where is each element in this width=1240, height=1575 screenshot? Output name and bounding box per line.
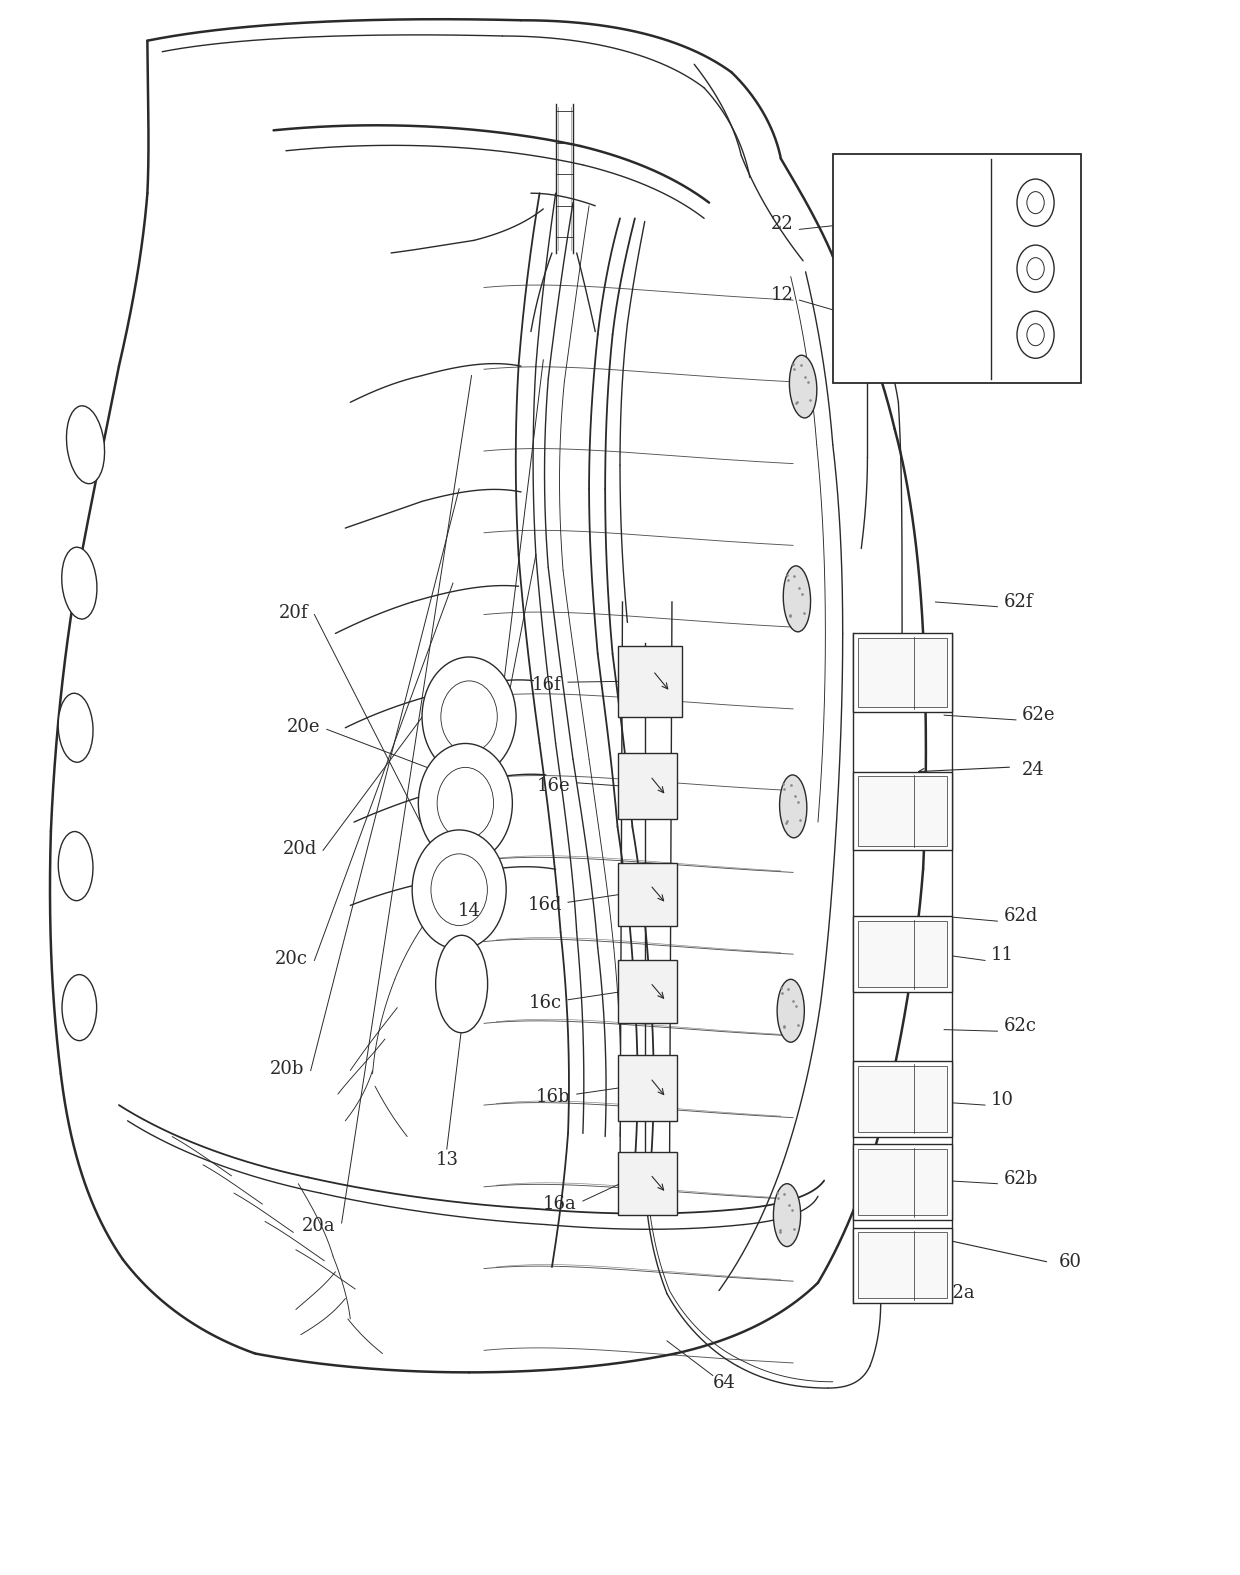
Ellipse shape bbox=[67, 406, 104, 484]
FancyBboxPatch shape bbox=[853, 633, 951, 712]
Ellipse shape bbox=[62, 547, 97, 619]
FancyBboxPatch shape bbox=[853, 1062, 951, 1137]
Text: 24: 24 bbox=[1022, 761, 1045, 780]
Text: 16b: 16b bbox=[536, 1088, 570, 1106]
FancyBboxPatch shape bbox=[618, 863, 677, 926]
Text: 62a: 62a bbox=[941, 1285, 976, 1303]
Text: 13: 13 bbox=[435, 1151, 459, 1169]
Circle shape bbox=[432, 854, 487, 926]
Circle shape bbox=[422, 657, 516, 776]
FancyBboxPatch shape bbox=[618, 1055, 677, 1121]
FancyBboxPatch shape bbox=[858, 1150, 946, 1216]
Circle shape bbox=[441, 680, 497, 753]
Text: 20a: 20a bbox=[301, 1217, 336, 1235]
Ellipse shape bbox=[774, 1184, 801, 1246]
Ellipse shape bbox=[62, 975, 97, 1041]
Circle shape bbox=[1017, 312, 1054, 358]
Text: 62b: 62b bbox=[1003, 1170, 1038, 1188]
Text: 20d: 20d bbox=[283, 839, 317, 857]
Text: 14: 14 bbox=[458, 902, 480, 920]
Text: 64: 64 bbox=[713, 1373, 735, 1392]
Ellipse shape bbox=[58, 832, 93, 901]
FancyBboxPatch shape bbox=[853, 1145, 951, 1221]
Circle shape bbox=[1017, 246, 1054, 293]
Circle shape bbox=[438, 767, 494, 839]
Text: 11: 11 bbox=[991, 947, 1014, 964]
Ellipse shape bbox=[58, 693, 93, 762]
FancyBboxPatch shape bbox=[858, 921, 946, 988]
Text: 12: 12 bbox=[770, 287, 794, 304]
FancyBboxPatch shape bbox=[858, 638, 946, 707]
FancyBboxPatch shape bbox=[858, 776, 946, 846]
Text: 16e: 16e bbox=[537, 776, 570, 795]
FancyBboxPatch shape bbox=[853, 772, 951, 851]
FancyBboxPatch shape bbox=[618, 961, 677, 1024]
FancyBboxPatch shape bbox=[853, 1228, 951, 1303]
Ellipse shape bbox=[790, 356, 817, 417]
Text: 60: 60 bbox=[1059, 1254, 1083, 1271]
FancyBboxPatch shape bbox=[833, 154, 1081, 383]
Ellipse shape bbox=[780, 775, 807, 838]
Circle shape bbox=[418, 743, 512, 863]
FancyBboxPatch shape bbox=[853, 917, 951, 992]
Circle shape bbox=[1027, 258, 1044, 280]
Text: 62e: 62e bbox=[1022, 706, 1055, 724]
Text: 16d: 16d bbox=[527, 896, 562, 914]
Text: 62d: 62d bbox=[1003, 907, 1038, 925]
FancyBboxPatch shape bbox=[618, 753, 677, 819]
Text: 62f: 62f bbox=[1003, 592, 1033, 611]
Text: 62c: 62c bbox=[1003, 1017, 1037, 1035]
Text: 16f: 16f bbox=[532, 676, 562, 695]
Text: 16a: 16a bbox=[543, 1195, 577, 1213]
Circle shape bbox=[1027, 192, 1044, 214]
FancyBboxPatch shape bbox=[618, 1153, 677, 1216]
Text: 20e: 20e bbox=[288, 718, 321, 737]
Circle shape bbox=[1027, 324, 1044, 345]
Text: 16c: 16c bbox=[528, 994, 562, 1011]
Ellipse shape bbox=[777, 980, 805, 1043]
Text: 20c: 20c bbox=[275, 950, 309, 967]
Text: 10: 10 bbox=[991, 1091, 1014, 1109]
FancyBboxPatch shape bbox=[858, 1066, 946, 1132]
Text: 22: 22 bbox=[770, 216, 794, 233]
Ellipse shape bbox=[435, 936, 487, 1033]
Circle shape bbox=[412, 830, 506, 950]
Circle shape bbox=[1017, 180, 1054, 227]
Text: 20f: 20f bbox=[279, 603, 309, 622]
Ellipse shape bbox=[784, 565, 811, 632]
FancyBboxPatch shape bbox=[858, 1233, 946, 1298]
Text: 20b: 20b bbox=[270, 1060, 305, 1077]
FancyBboxPatch shape bbox=[618, 646, 682, 717]
